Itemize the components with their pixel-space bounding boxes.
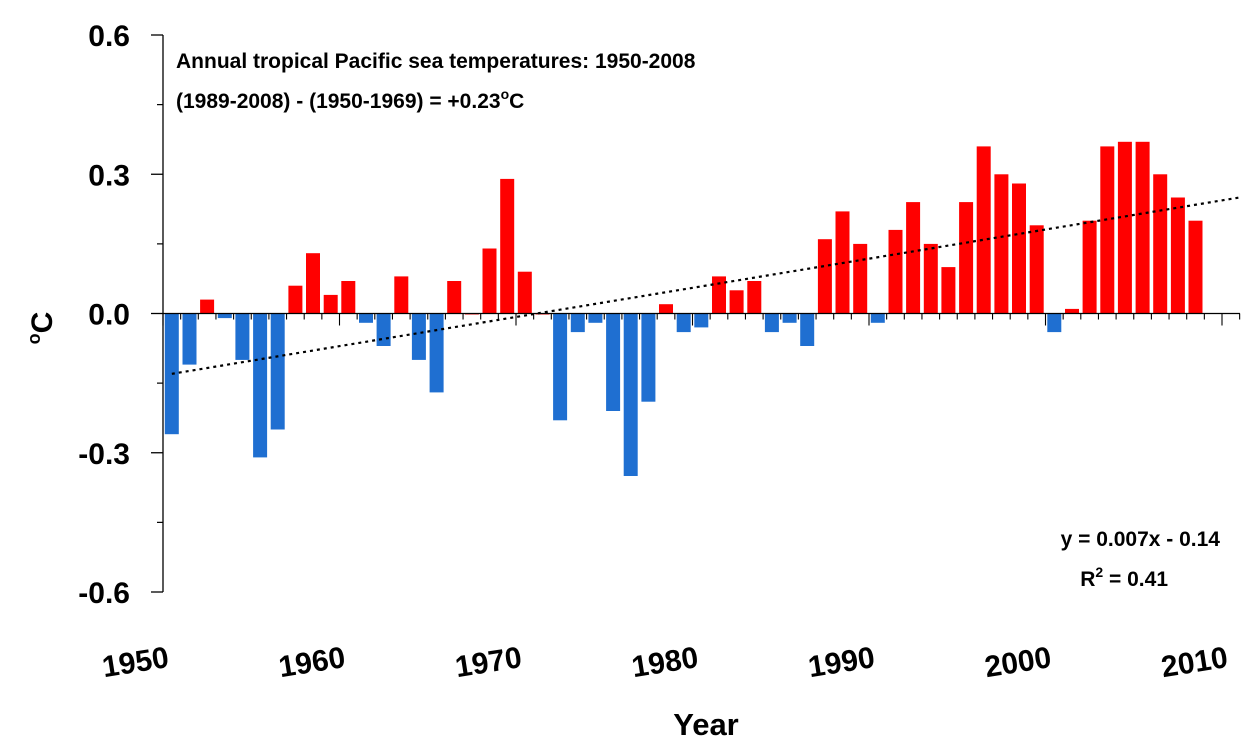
trend-equation: y = 0.007x - 0.14	[1061, 528, 1221, 551]
bar-1995	[959, 202, 974, 314]
bar-1953	[217, 313, 232, 319]
x-tick-label: 1980	[629, 641, 700, 684]
bar-1994	[941, 267, 956, 314]
bar-1970	[517, 271, 532, 314]
bar-1979	[676, 313, 691, 333]
bar-1999	[1029, 225, 1044, 314]
trend-line	[171, 196, 1240, 375]
bar-1951	[182, 313, 197, 365]
bar-1996	[976, 146, 991, 314]
y-tick-label: -0.3	[78, 438, 130, 471]
bar-1974	[588, 313, 603, 323]
y-tick-label: 0.3	[88, 159, 130, 192]
bar-2000	[1047, 313, 1062, 333]
bar-1954	[235, 313, 250, 360]
subtitle-prefix: (1989-2008) - (1950-1969) = +0.23	[176, 90, 501, 113]
x-tick-label: 2000	[982, 641, 1053, 684]
trend-r-squared: R2 = 0.41	[1080, 564, 1168, 591]
subtitle-unit: C	[509, 90, 524, 113]
bar-1978	[659, 304, 673, 314]
bar-1998	[1012, 183, 1026, 314]
y-axis-label: oC	[24, 312, 59, 345]
bar-1990	[870, 313, 885, 323]
bar-1973	[570, 313, 585, 333]
subtitle-degree: o	[501, 86, 510, 102]
bar-1997	[994, 174, 1009, 314]
bar-1993	[923, 243, 938, 314]
bar-1966	[447, 281, 462, 314]
bar-1984	[764, 313, 779, 333]
bar-1952	[200, 299, 215, 314]
bar-1972	[553, 313, 568, 421]
x-tick-label: 2010	[1159, 641, 1230, 684]
bar-1992	[906, 202, 921, 314]
y-tick-label: 0.0	[88, 299, 130, 332]
bar-1977	[641, 313, 656, 402]
r2-prefix: R	[1080, 568, 1095, 591]
bar-1955	[253, 313, 268, 458]
bar-1965	[429, 313, 444, 393]
bar-1960	[341, 281, 356, 314]
bar-1962	[376, 313, 391, 346]
bar-series	[164, 141, 1203, 476]
x-tick-label: 1990	[806, 641, 877, 684]
bar-1957	[288, 285, 303, 314]
chart-title: Annual tropical Pacific sea temperatures…	[176, 50, 696, 73]
bar-1976	[623, 313, 638, 476]
bar-1987	[817, 239, 832, 314]
r2-value: = 0.41	[1103, 568, 1168, 591]
bar-2005	[1135, 141, 1150, 314]
y-tick-label: 0.6	[88, 20, 130, 53]
bar-1985	[782, 313, 797, 323]
x-tick-label: 1950	[100, 641, 171, 684]
x-axis-label: Year	[673, 707, 739, 740]
bar-1969	[500, 178, 515, 314]
bar-2008	[1188, 220, 1203, 314]
bar-1986	[800, 313, 815, 346]
x-tick-label: 1970	[453, 641, 524, 684]
bar-2007	[1170, 197, 1185, 314]
chart-subtitle: (1989-2008) - (1950-1969) = +0.23oC	[176, 86, 524, 113]
bar-1950	[164, 313, 179, 435]
y-axis-ticks: 0.6 0.3 0.0 -0.3 -0.6	[78, 20, 163, 610]
bar-1968	[482, 248, 497, 314]
bar-2002	[1082, 220, 1097, 314]
r2-exponent: 2	[1095, 564, 1103, 580]
bar-1964	[411, 313, 426, 360]
bar-2004	[1117, 141, 1132, 314]
bar-1958	[306, 253, 320, 314]
bar-1959	[323, 294, 338, 314]
bar-2006	[1153, 174, 1168, 314]
bar-2001	[1065, 308, 1079, 314]
bar-1982	[729, 290, 744, 314]
bar-1961	[359, 313, 373, 323]
bar-1963	[394, 276, 409, 314]
y-tick-label: -0.6	[78, 577, 130, 610]
bar-1975	[606, 313, 621, 411]
bar-1983	[747, 281, 762, 314]
y-axis-label-degree: o	[24, 333, 44, 344]
bar-2003	[1100, 146, 1115, 314]
bar-1956	[270, 313, 285, 430]
bar-1981	[712, 276, 726, 314]
bar-1991	[888, 229, 903, 314]
bar-1980	[694, 313, 709, 328]
bar-1989	[853, 243, 868, 314]
x-tick-label: 1960	[276, 641, 347, 684]
y-axis-label-unit: C	[26, 312, 59, 334]
